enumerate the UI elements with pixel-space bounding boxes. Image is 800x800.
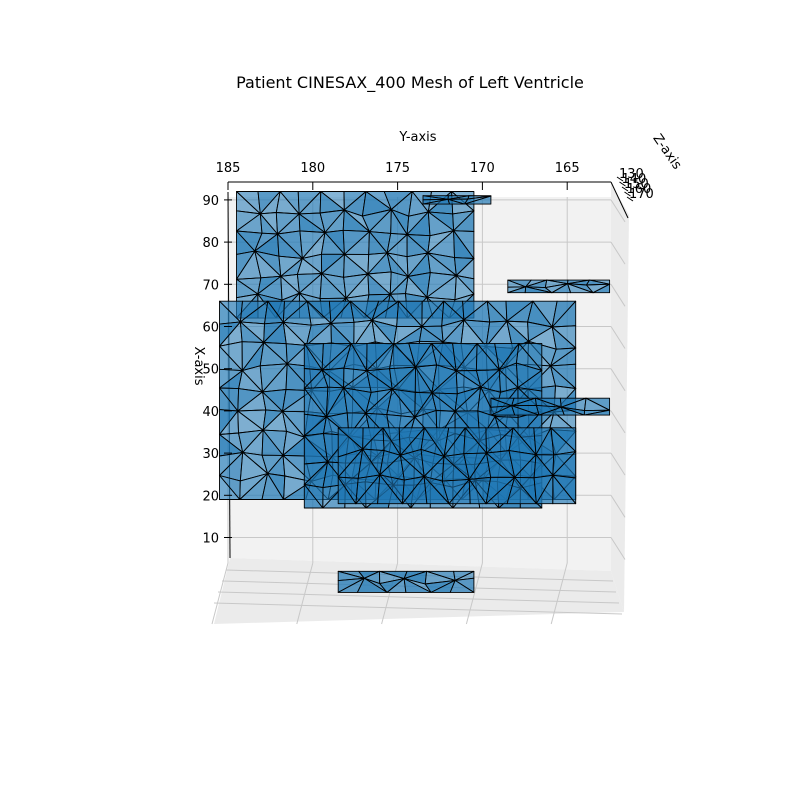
grid-line-floor (550, 562, 568, 625)
mesh-face (303, 484, 324, 509)
y-tick-label: 165 (555, 161, 580, 176)
z-tick-mark (619, 181, 626, 187)
grid-line-depth (217, 591, 620, 604)
z-tick-label: 140 (622, 172, 647, 187)
grid-line-side (610, 199, 626, 223)
mesh-face (423, 476, 450, 505)
mesh-face (567, 283, 594, 294)
grid-line-side (610, 495, 626, 518)
mesh-face (449, 579, 475, 593)
mesh-slab (337, 570, 475, 593)
y-axis-label: Y-axis (398, 130, 436, 145)
grid-line-side (610, 410, 626, 434)
z-tick-mark (616, 176, 624, 182)
mesh-face (560, 406, 585, 416)
z-axis-label: Z-axis (649, 132, 684, 173)
side-pane (611, 183, 629, 612)
mesh-face (337, 476, 357, 505)
x-axis-label: X-axis (191, 347, 206, 386)
x-tick-label: 90 (202, 194, 219, 209)
mesh-face (506, 476, 537, 505)
y-tick-label: 175 (385, 161, 410, 176)
mesh-slab (236, 191, 475, 319)
mesh-face (524, 286, 553, 294)
y-tick-label: 170 (470, 161, 495, 176)
x-tick-label: 80 (202, 236, 219, 251)
mesh-face (468, 478, 487, 505)
mesh-face (403, 578, 432, 593)
y-tick-label: 180 (300, 161, 325, 176)
x-tick-label: 50 (202, 363, 219, 378)
x-tick-label: 20 (202, 489, 219, 504)
x-tick-label: 40 (202, 405, 219, 420)
mesh-face (377, 474, 403, 505)
mesh-face (447, 198, 465, 205)
grid-line-side (610, 452, 626, 476)
z-tick-label: 170 (629, 187, 654, 202)
mesh-face (511, 405, 540, 416)
x-tick-label: 30 (202, 447, 219, 462)
z-tick-mark (621, 186, 629, 192)
chart-title: Patient CINESAX_400 Mesh of Left Ventric… (236, 73, 584, 93)
z-tick-label: 130 (619, 167, 644, 182)
tick-labels: 185 180 175 170 1651020304050607080901301401… (202, 161, 653, 547)
z-tick-label: 150 (624, 177, 649, 192)
grid-line-side (610, 537, 626, 560)
mesh-face (261, 473, 285, 500)
ventricle-mesh (219, 191, 611, 593)
mesh-slab (507, 279, 611, 294)
y-tick-label: 185 (216, 161, 241, 176)
grid-line-depth (213, 602, 623, 615)
mesh-face (219, 475, 241, 500)
grid-line-side (610, 368, 626, 391)
grid-line-floor (296, 562, 314, 625)
x-tick-label: 60 (202, 321, 219, 336)
mesh-face (592, 283, 611, 294)
z-tick-label: 160 (627, 182, 652, 197)
grid-line-side (610, 241, 626, 265)
z-axis-line (610, 181, 629, 219)
mesh-slab (337, 427, 577, 505)
grid-line-side (610, 284, 626, 307)
mesh-face (583, 409, 611, 416)
z-tick-mark (624, 191, 631, 197)
x-tick-label: 70 (202, 278, 219, 293)
x-tick-label: 10 (202, 532, 219, 547)
mesh-face (552, 474, 577, 505)
grid-line-floor (211, 562, 229, 625)
grid-line-floor (465, 562, 483, 625)
grid-line-side (610, 326, 626, 349)
z-tick-mark (626, 196, 634, 202)
mesh-face (464, 195, 492, 205)
mesh-face (356, 577, 388, 593)
mesh-slab (490, 397, 611, 416)
mesh-slab (422, 195, 492, 205)
